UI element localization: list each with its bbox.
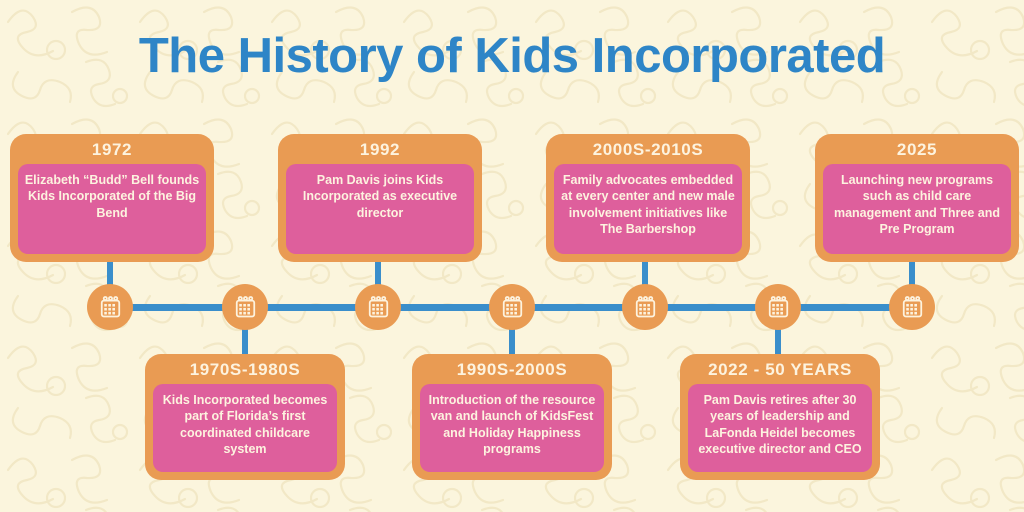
timeline-card-2025: 2025 Launching new programs such as chil…: [815, 134, 1019, 262]
calendar-icon: [635, 295, 655, 317]
timeline-card-1990s-2000s: 1990S-2000S Introduction of the resource…: [412, 354, 612, 480]
timeline-node-1972: [87, 284, 133, 330]
calendar-icon: [368, 295, 388, 317]
connector-1970s: [242, 320, 248, 358]
timeline-node-1970s: [222, 284, 268, 330]
page-title: The History of Kids Incorporated: [138, 29, 886, 83]
connector-2000s: [642, 256, 648, 290]
connector-2025: [909, 256, 915, 290]
event-description: Launching new programs such as child car…: [823, 164, 1011, 254]
connector-1992: [375, 256, 381, 290]
event-year: 2022 - 50 YEARS: [708, 360, 852, 379]
calendar-icon: [902, 295, 922, 317]
timeline-node-2022: [755, 284, 801, 330]
timeline-node-1992: [355, 284, 401, 330]
event-description: Pam Davis retires after 30 years of lead…: [688, 384, 872, 472]
event-year: 1992: [359, 140, 401, 159]
event-description: Family advocates embedded at every cente…: [554, 164, 742, 254]
event-description: Elizabeth “Budd” Bell founds Kids Incorp…: [18, 164, 206, 254]
timeline-card-1992: 1992 Pam Davis joins Kids Incorporated a…: [278, 134, 482, 262]
event-year: 2025: [896, 140, 938, 159]
timeline-card-1972: 1972 Elizabeth “Budd” Bell founds Kids I…: [10, 134, 214, 262]
connector-1990s: [509, 320, 515, 358]
event-description: Introduction of the resource van and lau…: [420, 384, 604, 472]
timeline-card-2022-50-years: 2022 - 50 YEARS Pam Davis retires after …: [680, 354, 880, 480]
timeline-node-2000s: [622, 284, 668, 330]
event-year: 1970S-1980S: [189, 360, 301, 379]
timeline-node-1990s: [489, 284, 535, 330]
timeline-card-2000s-2010s: 2000S-2010S Family advocates embedded at…: [546, 134, 750, 262]
connector-1972: [107, 256, 113, 290]
calendar-icon: [100, 295, 120, 317]
event-year: 1990S-2000S: [456, 360, 568, 379]
connector-2022: [775, 320, 781, 358]
timeline-node-2025: [889, 284, 935, 330]
event-description: Pam Davis joins Kids Incorporated as exe…: [286, 164, 474, 254]
timeline-card-1970s-1980s: 1970S-1980S Kids Incorporated becomes pa…: [145, 354, 345, 480]
calendar-icon: [502, 295, 522, 317]
event-description: Kids Incorporated becomes part of Florid…: [153, 384, 337, 472]
calendar-icon: [768, 295, 788, 317]
event-year: 1972: [91, 140, 133, 159]
calendar-icon: [235, 295, 255, 317]
event-year: 2000S-2010S: [592, 140, 704, 159]
